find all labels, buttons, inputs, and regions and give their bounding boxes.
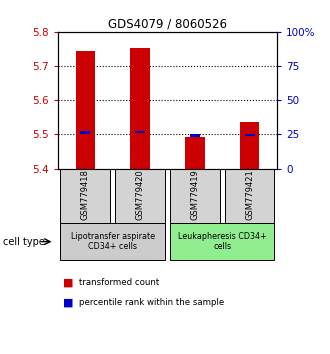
Text: GSM779421: GSM779421 — [245, 170, 254, 220]
Text: GSM779420: GSM779420 — [136, 170, 145, 220]
Bar — [80, 131, 90, 134]
Bar — [240, 122, 259, 169]
Bar — [60, 169, 110, 223]
Text: ■: ■ — [63, 297, 73, 307]
Text: cell type: cell type — [3, 236, 45, 247]
Bar — [76, 51, 95, 169]
Bar — [190, 134, 200, 137]
Text: GSM779418: GSM779418 — [81, 170, 90, 221]
Text: Leukapheresis CD34+
cells: Leukapheresis CD34+ cells — [178, 232, 267, 251]
Bar — [170, 169, 219, 223]
Title: GDS4079 / 8060526: GDS4079 / 8060526 — [108, 18, 227, 31]
Bar — [130, 48, 149, 169]
Text: transformed count: transformed count — [79, 278, 159, 287]
Text: ■: ■ — [63, 278, 73, 288]
Bar — [60, 223, 165, 260]
Text: GSM779419: GSM779419 — [190, 170, 199, 220]
Bar — [185, 137, 205, 169]
Bar — [115, 169, 165, 223]
Bar — [225, 169, 275, 223]
Bar — [245, 134, 255, 136]
Text: Lipotransfer aspirate
CD34+ cells: Lipotransfer aspirate CD34+ cells — [71, 232, 155, 251]
Text: percentile rank within the sample: percentile rank within the sample — [79, 298, 224, 307]
Bar — [170, 223, 275, 260]
Bar — [135, 131, 145, 133]
